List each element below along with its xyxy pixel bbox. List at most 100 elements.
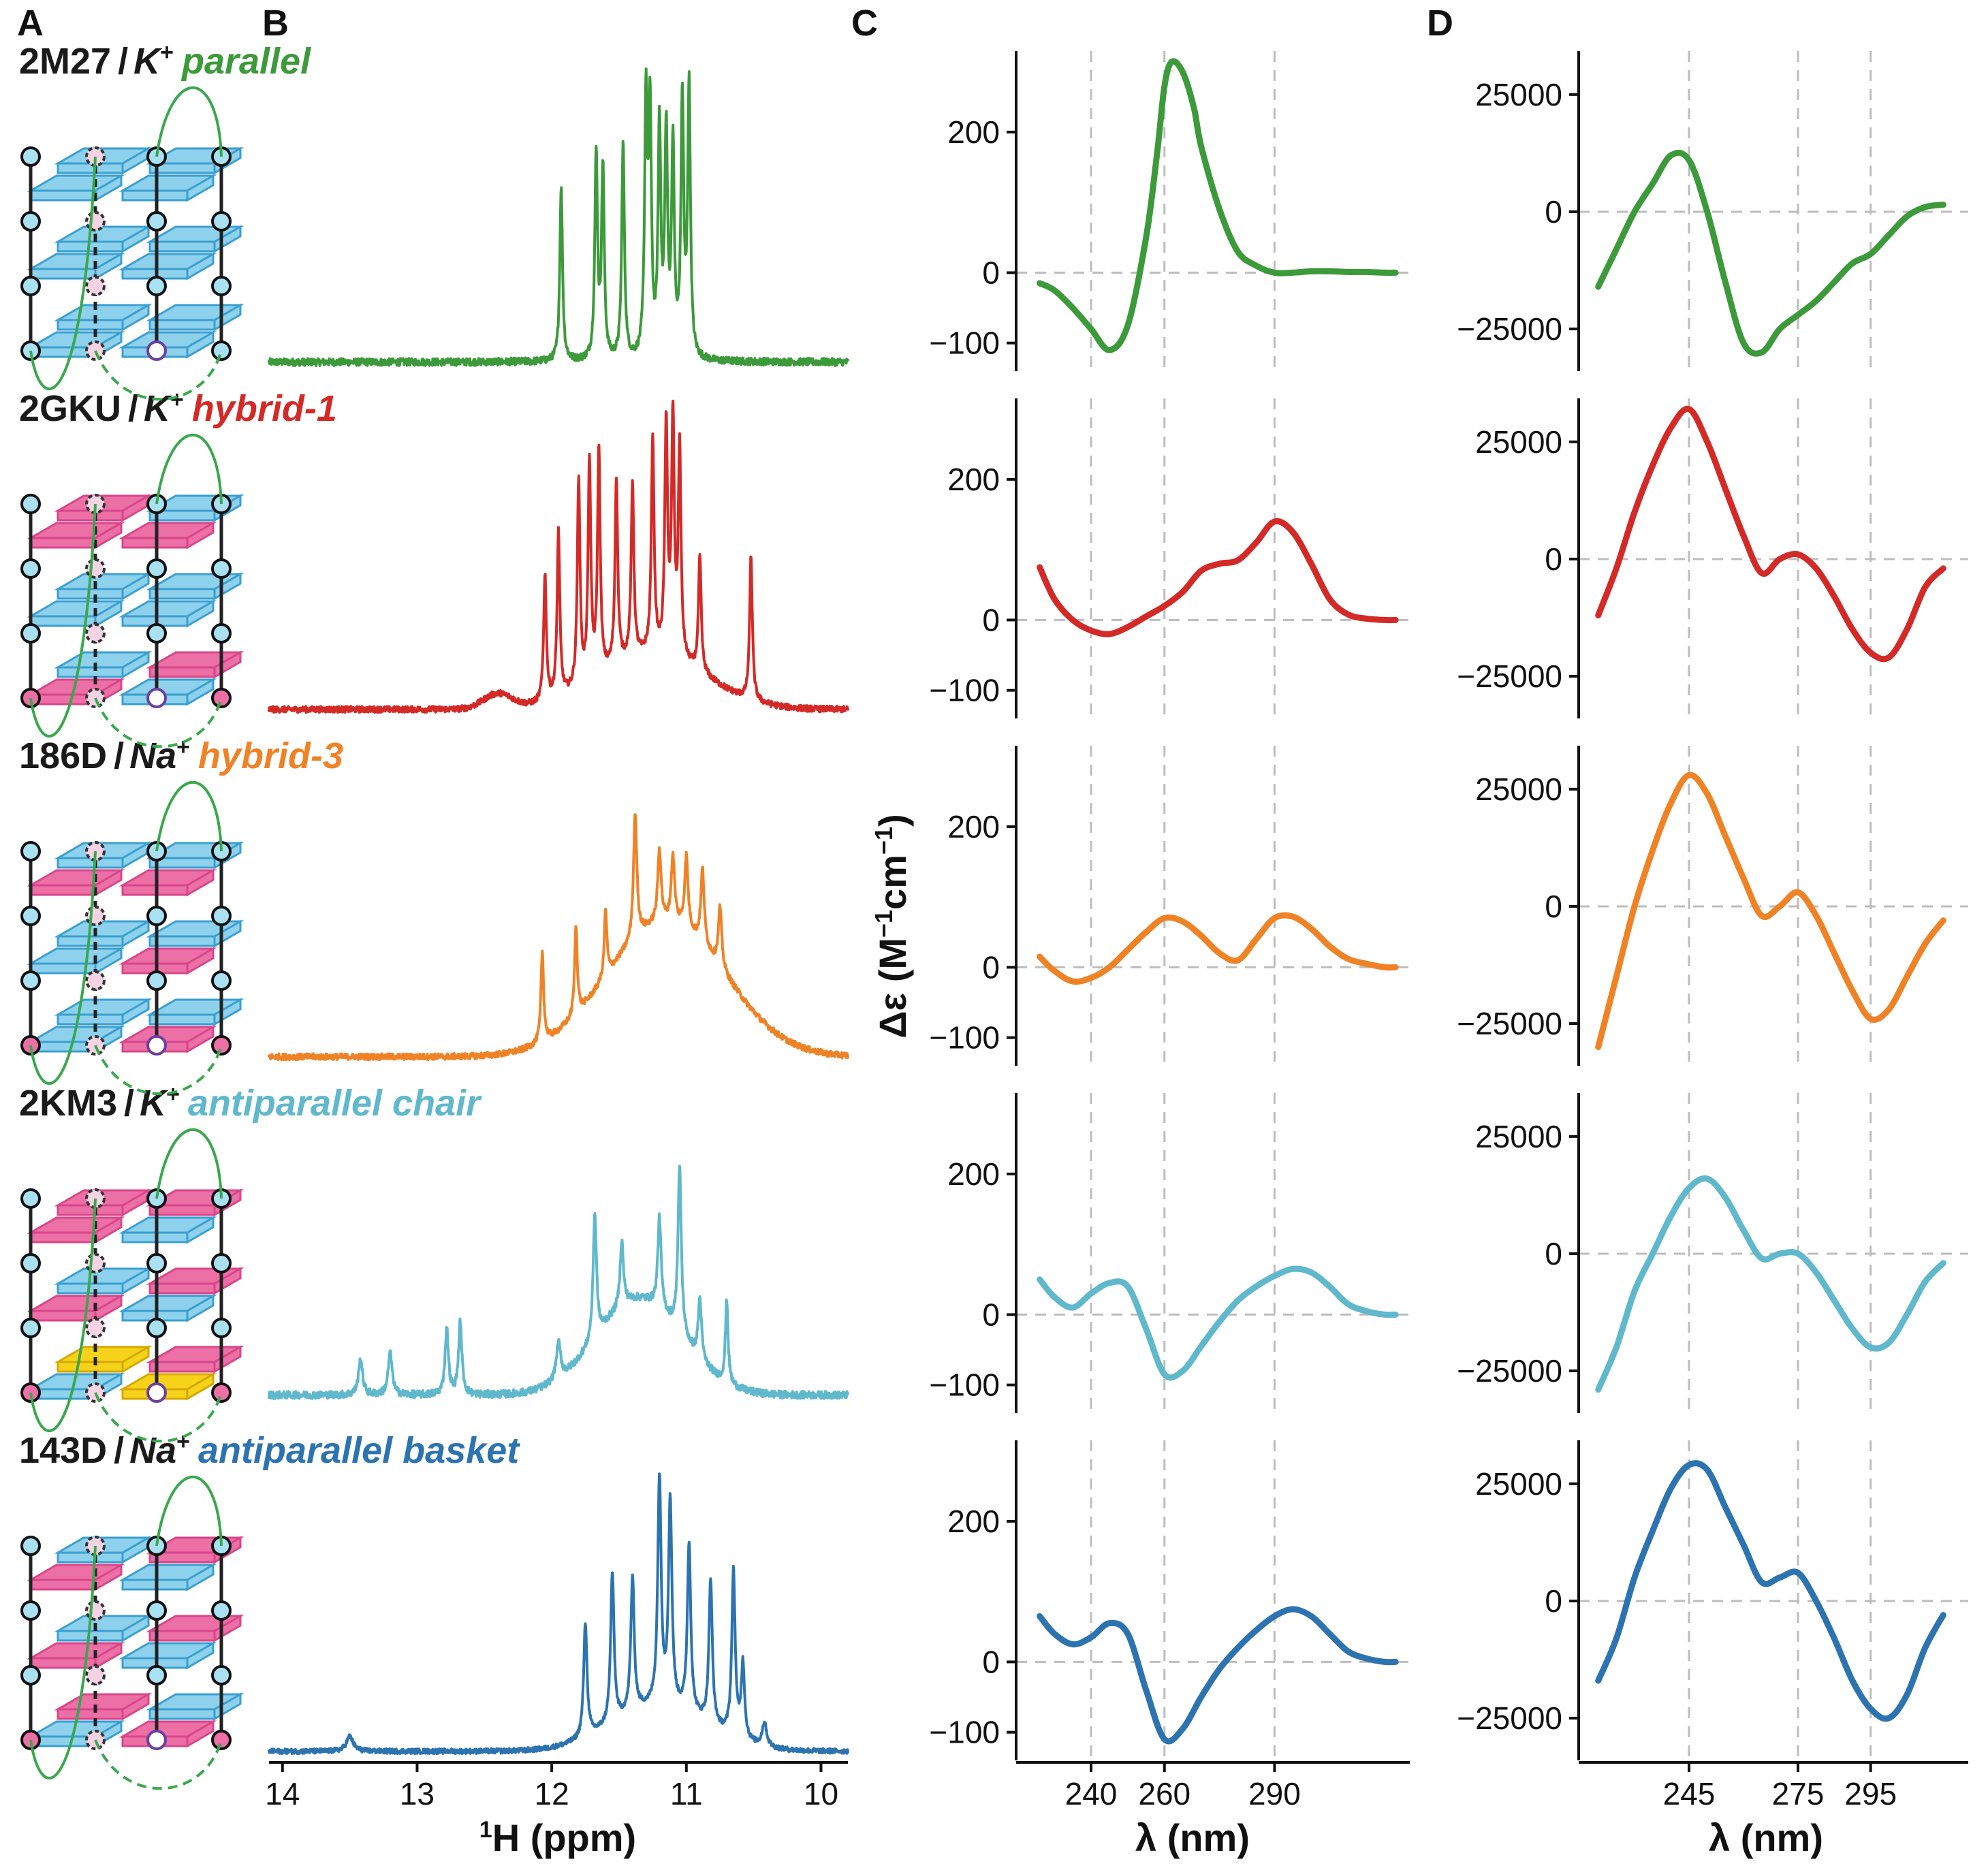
c-y-tick-label: 200 <box>947 462 1000 497</box>
nucleotide-node <box>20 1665 41 1685</box>
nucleotide-node <box>146 211 167 232</box>
quartet-tile-edge <box>148 1013 216 1026</box>
topology-diagram-2 <box>20 781 244 1096</box>
d-row-3: 25000 0 −25000 <box>1457 1093 1968 1413</box>
quartet-tile-side <box>186 1216 215 1244</box>
c-spectrum-1 <box>1037 518 1399 637</box>
nucleotide-node <box>85 970 106 991</box>
panel-label-a: A <box>17 3 44 44</box>
quartet-tile-side <box>186 1025 215 1053</box>
c-row-2: 200 0 −100 <box>929 746 1410 1066</box>
quartet-tile-edge <box>57 1551 124 1564</box>
nucleotide-node <box>85 211 106 232</box>
quartet-tile-side <box>186 868 215 897</box>
loop <box>155 1128 223 1199</box>
pdb-id: 2KM3 <box>19 1083 117 1124</box>
d-row-0: 25000 0 −25000 <box>1457 51 1968 371</box>
quartet-tile-edge <box>57 1204 124 1216</box>
nucleotide-node <box>85 623 106 644</box>
ion: K <box>133 41 163 82</box>
quartet-tile-edge <box>29 884 97 896</box>
nucleotide-node <box>211 623 232 644</box>
row-title-4: 143D / Na+ antiparallel basket <box>19 1429 520 1471</box>
d-x-axis-title: λ (nm) <box>1709 1816 1823 1859</box>
loop <box>155 434 223 505</box>
c-y-tick-label: 200 <box>947 1504 1000 1539</box>
nmr-spectrum-4 <box>268 1472 849 1756</box>
nucleotide-node <box>20 970 41 991</box>
nucleotide-node <box>146 558 167 579</box>
row-title-3: 2KM3/K+ antiparallel chair <box>19 1081 482 1124</box>
nmr-spectra-panel: 14 13 12 11 10 <box>265 67 849 1811</box>
d-y-tick-label: 25000 <box>1475 424 1562 460</box>
loop-dashed <box>94 1392 223 1443</box>
c-y-tick-label: 200 <box>947 1156 1000 1192</box>
nucleotide-node <box>20 1318 41 1338</box>
loop-dashed <box>94 1739 223 1790</box>
quartet-tile-edge <box>57 666 124 678</box>
loop <box>29 156 97 391</box>
row-title-0: 2M27/K+ parallel <box>19 39 311 82</box>
loop-dashed <box>94 697 223 748</box>
nucleotide-node <box>85 1665 106 1685</box>
quartet-tile-side <box>186 678 215 706</box>
nucleotide-node <box>85 906 106 926</box>
c-y-tick-label: −100 <box>929 1020 1000 1056</box>
quartet-tile-edge <box>148 240 216 253</box>
nucleotide-node <box>146 340 167 361</box>
quartet-tile-edge <box>148 666 216 678</box>
nucleotide-node <box>211 1382 232 1403</box>
c-y-tick-label: 0 <box>982 949 1000 985</box>
quartet-tile-side <box>121 572 150 601</box>
row-title-1: 2GKU / K+ hybrid-1 <box>19 387 337 429</box>
quartet-tile-side <box>186 947 215 975</box>
quartet-tile-side <box>121 919 150 948</box>
d-spectrum-3 <box>1595 1175 1946 1393</box>
b-x-axis-title: 1H (ppm) <box>479 1816 636 1859</box>
panel-label-b: B <box>262 3 289 44</box>
d-y-tick-label: 0 <box>1545 1236 1562 1271</box>
d-x-tick-label: 275 <box>1772 1776 1825 1811</box>
quartet-tile-edge <box>148 588 216 600</box>
nucleotide-node <box>85 276 106 296</box>
quartet-tile-side <box>186 1294 215 1322</box>
quartet-tile-side <box>186 174 215 202</box>
d-y-tick-label: 0 <box>1545 194 1562 229</box>
d-x-tick-label: 245 <box>1663 1776 1716 1811</box>
row-titles: 2M27/K+ parallel 2GKU / K+ hybrid-1 186D / Na+ hy… <box>19 39 520 1471</box>
c-y-axis-title: Δε (M−1cm−1) <box>870 814 914 1038</box>
d-row-4: 25000 0 −25000 <box>1457 1440 1968 1760</box>
nucleotide-node <box>211 1730 232 1750</box>
d-spectrum-4 <box>1595 1460 1946 1722</box>
nucleotide-node <box>85 1318 106 1338</box>
loop-dashed <box>94 1045 223 1096</box>
loop <box>29 1198 97 1433</box>
d-row-2: 25000 0 −25000 <box>1457 746 1968 1066</box>
quartet-tile-edge <box>148 319 216 331</box>
c-y-tick-label: −100 <box>929 1715 1000 1750</box>
quartet-tile-side <box>121 998 150 1026</box>
nucleotide-node <box>211 1035 232 1056</box>
b-x-tick-label: 10 <box>804 1776 838 1811</box>
d-y-tick-label: −25000 <box>1457 311 1562 347</box>
loop <box>29 1545 97 1780</box>
c-spectrum-3 <box>1037 1265 1399 1381</box>
c-x-tick-label: 260 <box>1138 1776 1190 1811</box>
quartet-tile-side <box>186 1720 215 1748</box>
ion: Na <box>129 1430 176 1471</box>
d-x-tick-label: 295 <box>1844 1776 1897 1811</box>
d-y-tick-label: 0 <box>1545 1583 1562 1619</box>
topology-diagram-3 <box>20 1128 244 1443</box>
nmr-spectrum-1 <box>268 399 849 714</box>
d-y-tick-label: −25000 <box>1457 659 1562 694</box>
d-spectrum-1 <box>1595 405 1946 663</box>
quartet-tile-edge <box>57 1361 124 1373</box>
nucleotide-node <box>20 146 41 167</box>
pdb-id: 2M27 <box>19 41 111 82</box>
quartet-tile-edge <box>29 537 97 549</box>
topology-diagram-0 <box>20 86 244 401</box>
nucleotide-node <box>211 1318 232 1338</box>
nucleotide-node <box>146 276 167 296</box>
d-spectrum-2 <box>1595 772 1946 1050</box>
